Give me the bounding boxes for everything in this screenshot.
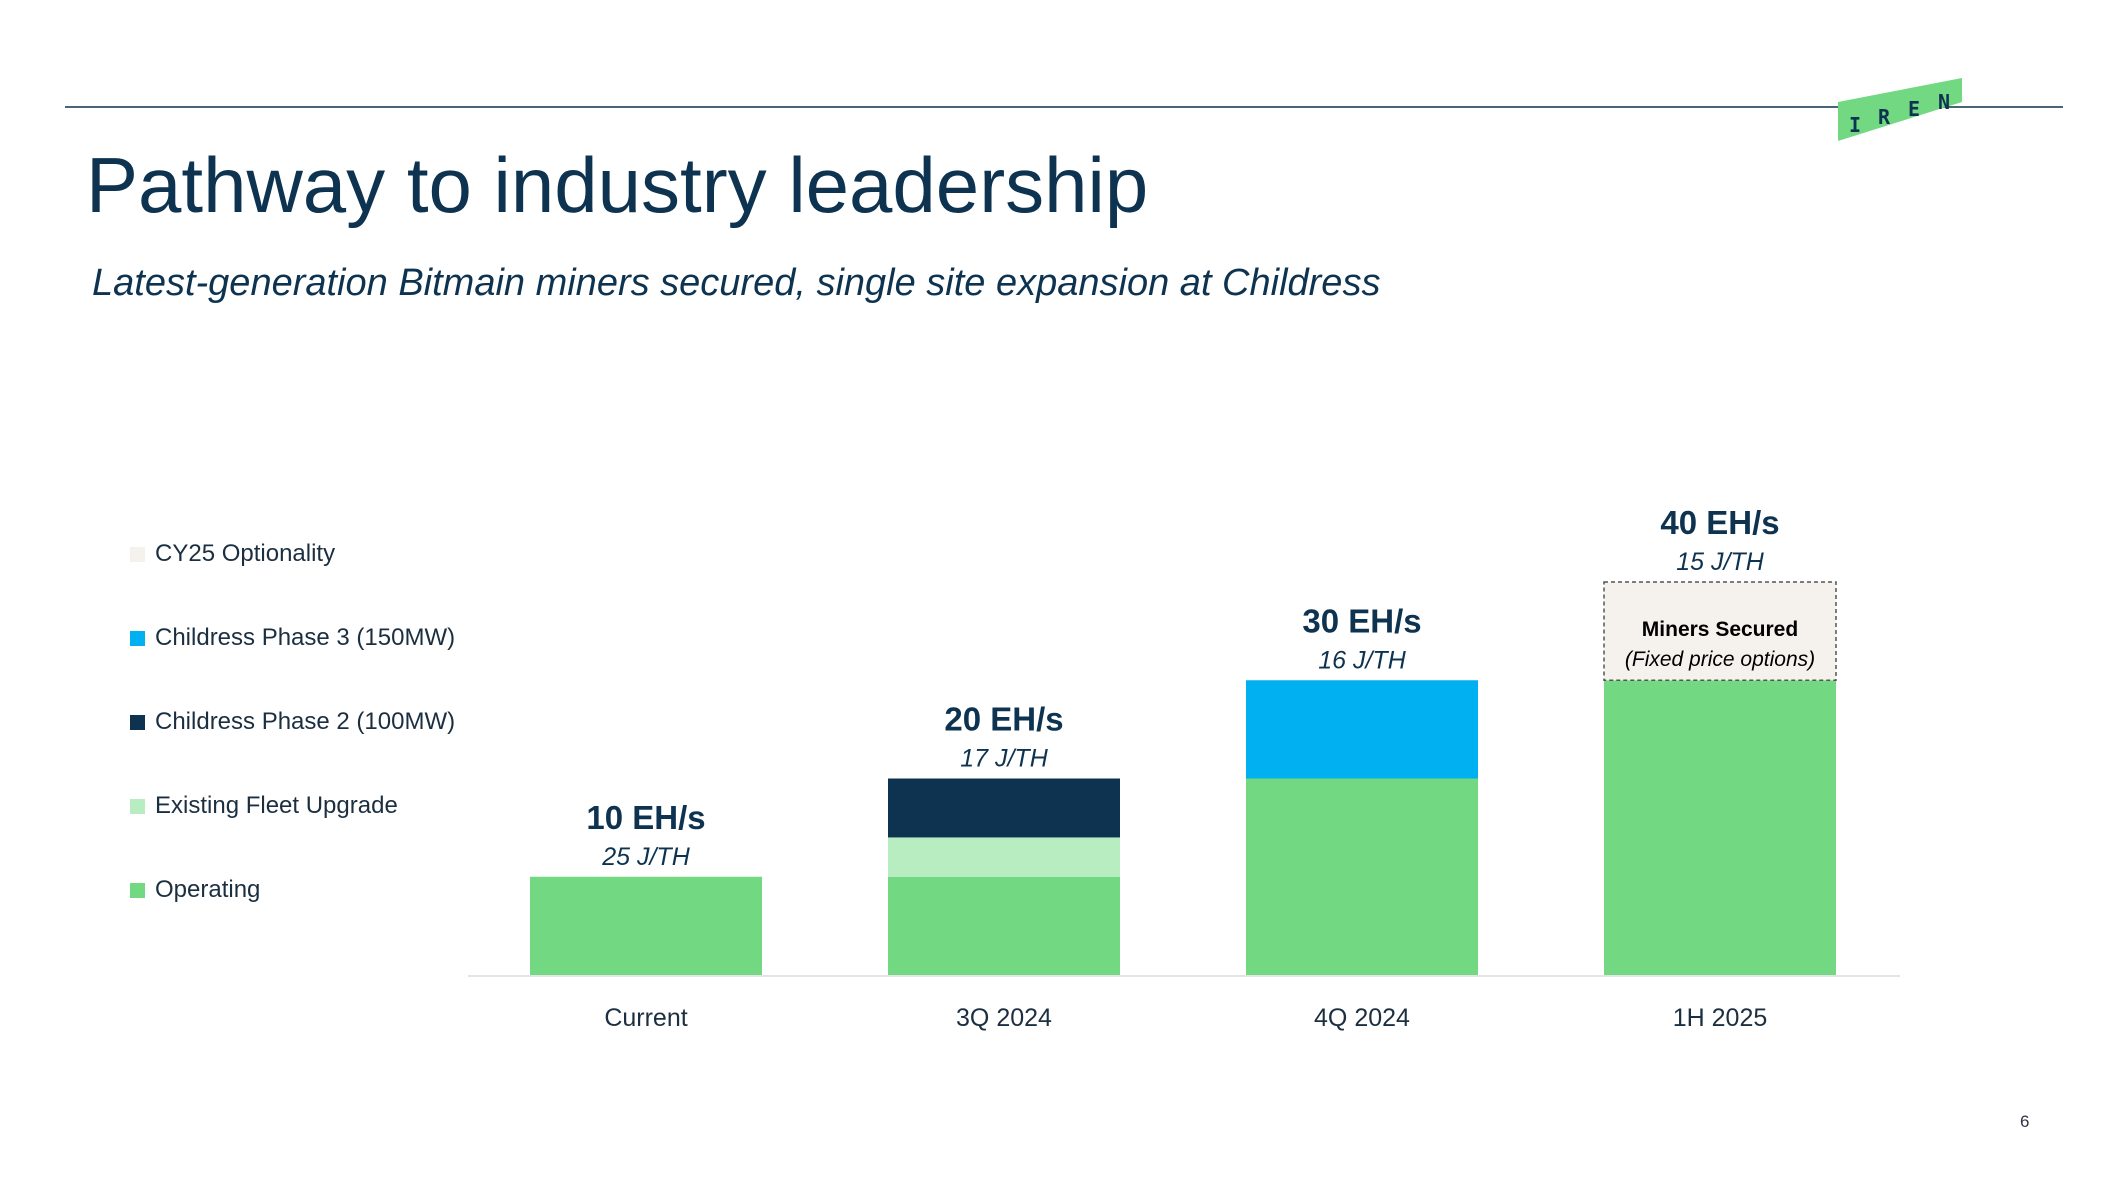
legend-label: Childress Phase 2 (100MW) [155, 708, 456, 735]
legend-swatch-existing-fleet-upgrade [130, 798, 145, 814]
legend-item-childress-phase-2: Childress Phase 2 (100MW) [130, 680, 490, 764]
iren-logo: I R E N [1838, 78, 1962, 141]
bar-operating-4q-2024 [1246, 778, 1478, 975]
legend-swatch-childress-phase-2 [130, 714, 145, 730]
legend-item-childress-phase-3: Childress Phase 3 (150MW) [130, 596, 490, 680]
legend-swatch-childress-phase-3 [130, 630, 145, 646]
x-tick-label: 3Q 2024 [956, 1004, 1052, 1032]
page-title: Pathway to industry leadership [86, 141, 1149, 229]
logo-letter-1: I [1849, 113, 1861, 137]
total-label: 10 EH/s [586, 799, 705, 836]
page-number: 6 [2020, 1112, 2030, 1131]
header-rule [65, 106, 2063, 108]
legend-label: Operating [155, 876, 261, 903]
x-tick-label: 1H 2025 [1673, 1004, 1768, 1032]
bar-existing-fleet-upgrade-3q-2024 [888, 837, 1120, 877]
logo-letter-2: R [1878, 105, 1891, 129]
bar-operating-current [530, 876, 762, 975]
bar-operating-3q-2024 [888, 876, 1120, 975]
legend-swatch-operating [130, 882, 145, 898]
total-label: 40 EH/s [1660, 504, 1779, 541]
legend-label: Existing Fleet Upgrade [155, 792, 398, 819]
logo-badge [1838, 78, 1962, 141]
x-tick-label: Current [604, 1004, 687, 1032]
bar-childress-phase-3-150mw-4q-2024 [1246, 680, 1478, 779]
total-label: 20 EH/s [944, 701, 1063, 738]
bar-cy25-optionality-1h-2025 [1603, 581, 1837, 681]
bar-operating-1h-2025 [1604, 680, 1836, 975]
total-label: 30 EH/s [1302, 602, 1421, 639]
legend-item-existing-fleet-upgrade: Existing Fleet Upgrade [130, 764, 490, 848]
x-tick-label: 4Q 2024 [1314, 1004, 1410, 1032]
efficiency-label: 15 J/TH [1676, 548, 1764, 576]
legend-item-cy25-optionality: CY25 Optionality [130, 512, 490, 596]
legend-item-operating: Operating [130, 848, 490, 932]
bar-childress-phase-2-100mw-3q-2024 [888, 778, 1120, 838]
annotation-subtitle: (Fixed price options) [1625, 648, 1815, 671]
chart-legend: CY25 Optionality Childress Phase 3 (150M… [130, 512, 490, 932]
annotation-title: Miners Secured [1642, 618, 1798, 641]
logo-letter-4: N [1938, 90, 1950, 114]
legend-swatch-cy25-optionality [130, 546, 145, 562]
efficiency-label: 16 J/TH [1318, 646, 1406, 674]
efficiency-label: 25 J/TH [601, 843, 690, 871]
legend-label: CY25 Optionality [155, 540, 336, 567]
efficiency-label: 17 J/TH [960, 745, 1048, 773]
legend-label: Childress Phase 3 (150MW) [155, 624, 456, 651]
page-subtitle: Latest-generation Bitmain miners secured… [92, 262, 1381, 304]
logo-letter-3: E [1908, 97, 1920, 121]
